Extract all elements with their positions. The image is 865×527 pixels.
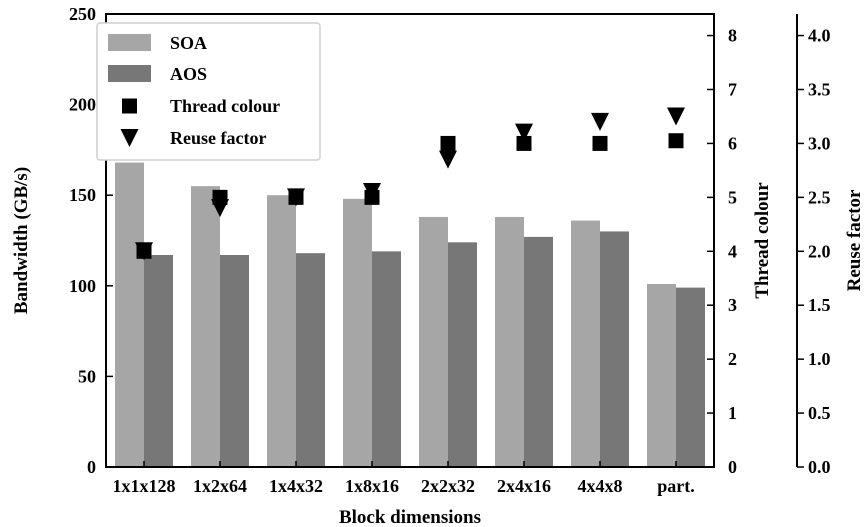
bar-aos xyxy=(144,254,173,467)
y-tick-label: 150 xyxy=(69,185,96,205)
bars-layer xyxy=(115,162,705,468)
y-tick-label: 200 xyxy=(69,95,96,115)
y3-tick-label: 0.0 xyxy=(808,457,831,477)
legend-swatch-soa xyxy=(108,34,151,51)
bar-aos xyxy=(676,287,705,467)
marker-reuse-factor xyxy=(667,107,685,126)
legend-label-thread-colour: Thread colour xyxy=(170,96,280,116)
y-tick-label: 100 xyxy=(69,276,96,296)
y2-tick-label: 0 xyxy=(728,457,737,477)
y-tick-label: 0 xyxy=(87,457,96,477)
bar-aos xyxy=(524,236,553,467)
marker-thread-colour xyxy=(592,135,608,151)
bar-soa xyxy=(343,198,372,467)
y-tick-label: 250 xyxy=(69,4,96,24)
x-axis-title: Block dimensions xyxy=(339,507,481,527)
marker-reuse-factor xyxy=(363,182,381,201)
bar-soa xyxy=(267,195,296,467)
y3-tick-label: 3.5 xyxy=(808,80,831,100)
legend-label-soa: SOA xyxy=(170,33,207,53)
bar-soa xyxy=(495,216,524,467)
bar-aos xyxy=(448,242,477,467)
marker-reuse-factor xyxy=(287,188,305,207)
legend-swatch-aos xyxy=(108,65,151,82)
marker-thread-colour xyxy=(516,135,532,151)
y2-tick-label: 3 xyxy=(728,295,737,315)
y3-tick-label: 1.0 xyxy=(808,349,831,369)
bar-aos xyxy=(372,251,401,467)
y-axis-title: Bandwidth (GB/s) xyxy=(11,167,32,314)
x-tick-label: 1x8x16 xyxy=(345,476,399,496)
y2-tick-label: 4 xyxy=(728,241,737,261)
y2-tick-label: 7 xyxy=(728,80,737,100)
y3-tick-label: 4.0 xyxy=(808,26,831,46)
bar-soa xyxy=(571,220,600,467)
legend-label-reuse-factor: Reuse factor xyxy=(170,128,266,148)
y2-tick-label: 8 xyxy=(728,26,737,46)
axes-layer: 1x1x128 1x2x64 1x4x32 1x8x16 2x2x32 2x4x16 4x4… xyxy=(69,4,831,496)
y3-tick-label: 0.5 xyxy=(808,403,831,423)
marker-reuse-factor xyxy=(211,199,229,218)
bar-soa xyxy=(419,216,448,467)
x-tick-label: 1x2x64 xyxy=(193,476,247,496)
marker-thread-colour xyxy=(440,135,456,151)
bar-aos xyxy=(220,254,249,467)
y3-tick-label: 2.0 xyxy=(808,241,831,261)
y3-tick-label: 2.5 xyxy=(808,187,831,207)
x-tick-label: 1x1x128 xyxy=(113,476,176,496)
legend-label-aos: AOS xyxy=(170,64,207,84)
marker-thread-colour xyxy=(668,133,684,149)
bar-soa xyxy=(191,186,220,467)
bar-aos xyxy=(600,231,629,467)
x-tick-label: 2x4x16 xyxy=(497,476,551,496)
marker-reuse-factor xyxy=(439,150,457,169)
bar-aos xyxy=(296,253,325,467)
y3-tick-label: 1.5 xyxy=(808,295,831,315)
y-tick-label: 50 xyxy=(78,366,96,386)
x-tick-label: part. xyxy=(657,476,695,496)
x-tick-label: 1x4x32 xyxy=(269,476,323,496)
y2-tick-label: 2 xyxy=(728,349,737,369)
legend: SOA AOS Thread colour Reuse factor xyxy=(96,22,321,161)
legend-marker-square xyxy=(122,98,137,114)
legend-marker-triangle xyxy=(120,129,139,147)
legend-frame xyxy=(96,22,321,161)
x-tick-label: 2x2x32 xyxy=(421,476,475,496)
y2-tick-label: 6 xyxy=(728,133,737,153)
marker-reuse-factor xyxy=(135,242,153,261)
plot-frame xyxy=(105,13,715,468)
x-tick-label: 4x4x8 xyxy=(578,476,623,496)
y2-tick-label: 5 xyxy=(728,187,737,207)
marker-reuse-factor xyxy=(515,123,533,142)
y3-axis-title: Reuse factor xyxy=(844,189,865,291)
markers-layer xyxy=(135,107,685,261)
marker-reuse-factor xyxy=(591,112,609,131)
bar-soa xyxy=(647,283,676,467)
y2-axis-title: Thread colour xyxy=(752,182,773,299)
y3-tick-label: 3.0 xyxy=(808,133,831,153)
bar-soa xyxy=(115,162,144,468)
y2-tick-label: 1 xyxy=(728,403,737,423)
